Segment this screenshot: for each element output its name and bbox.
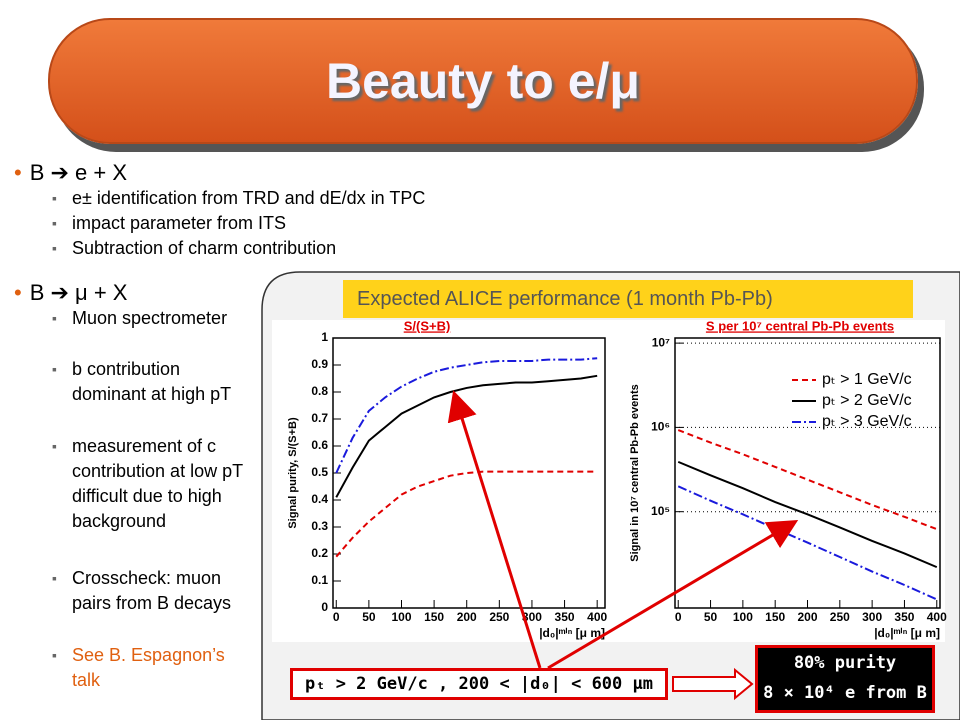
y-tick-label: 0.9 [311,357,328,371]
legend-label: pₜ > 2 GeV/c [822,392,912,409]
plot-area [272,320,945,642]
y-tick-label: 0.5 [311,465,328,479]
y-axis-label: Signal purity, S/(S+B) [287,417,299,529]
x-tick-label: 50 [704,610,718,624]
x-axis-label: |d₀|ᵐⁱⁿ [μ m] [539,626,605,640]
x-tick-label: 350 [894,610,914,624]
y-tick-label: 10⁵ [651,504,670,518]
series-line [677,485,938,601]
x-tick-label: 400 [587,610,607,624]
y-tick-label: 0.8 [311,384,328,398]
y-tick-label: 0.7 [311,411,328,425]
chart-title: S/(S+B) [404,318,451,333]
series-line [677,429,938,531]
x-tick-label: 300 [862,610,882,624]
bullet: B ➔ e + X [14,160,127,186]
sub-bullet: Muon spectrometer [52,306,257,331]
bullet: B ➔ μ + X [14,280,128,306]
chart-title: S per 10⁷ central Pb-Pb events [706,318,894,333]
y-tick-label: 10⁶ [651,420,670,434]
x-tick-label: 50 [362,610,376,624]
sub-bullet: impact parameter from ITS [52,211,286,236]
y-tick-label: 0.2 [311,546,328,560]
y-tick-label: 10⁷ [652,335,670,349]
y-tick-label: 0 [321,600,328,614]
legend-label: pₜ > 3 GeV/c [822,413,912,430]
y-tick-label: 1 [321,330,328,344]
x-tick-label: 150 [424,610,444,624]
series-line [335,374,598,498]
x-tick-label: 400 [927,610,947,624]
panel-label: Expected ALICE performance (1 month Pb-P… [343,280,913,318]
x-tick-label: 200 [797,610,817,624]
sub-bullet: See B. Espagnon’s talk [52,643,257,693]
series-line [335,357,598,474]
sub-bullet: b contribution dominant at high pT [52,357,257,407]
y-tick-label: 0.3 [311,519,328,533]
y-tick-label: 0.4 [311,492,328,506]
x-tick-label: 350 [555,610,575,624]
series-line [335,470,598,558]
x-tick-label: 100 [733,610,753,624]
sub-bullet: Subtraction of charm contribution [52,236,336,261]
sub-bullet: Crosscheck: muon pairs from B decays [52,566,257,616]
result-line: 80% purity [793,653,897,673]
x-tick-label: 200 [457,610,477,624]
x-tick-label: 0 [333,610,340,624]
y-tick-label: 0.1 [311,573,328,587]
x-tick-label: 150 [765,610,785,624]
cut-box: pₜ > 2 GeV/c , 200 < |d₀| < 600 μm [290,668,668,700]
title-banner: Beauty to e/μ [48,18,918,144]
slide-title: Beauty to e/μ [326,53,640,109]
series-line [677,460,938,569]
x-tick-label: 250 [830,610,850,624]
y-axis-label: Signal in 10⁷ central Pb-Pb events [629,384,641,562]
legend-label: pₜ > 1 GeV/c [822,371,912,388]
x-tick-label: 100 [391,610,411,624]
y-tick-label: 0.6 [311,438,328,452]
x-tick-label: 300 [522,610,542,624]
x-axis-label: |d₀|ᵐⁱⁿ [μ m] [874,626,940,640]
result-box: 80% purity 8 × 10⁴ e from B [755,645,935,713]
sub-bullet: measurement of c contribution at low pT … [52,434,257,534]
x-tick-label: 250 [489,610,509,624]
result-line: 8 × 10⁴ e from B [763,683,927,703]
sub-bullet: e± identification from TRD and dE/dx in … [52,186,425,211]
x-tick-label: 0 [675,610,682,624]
